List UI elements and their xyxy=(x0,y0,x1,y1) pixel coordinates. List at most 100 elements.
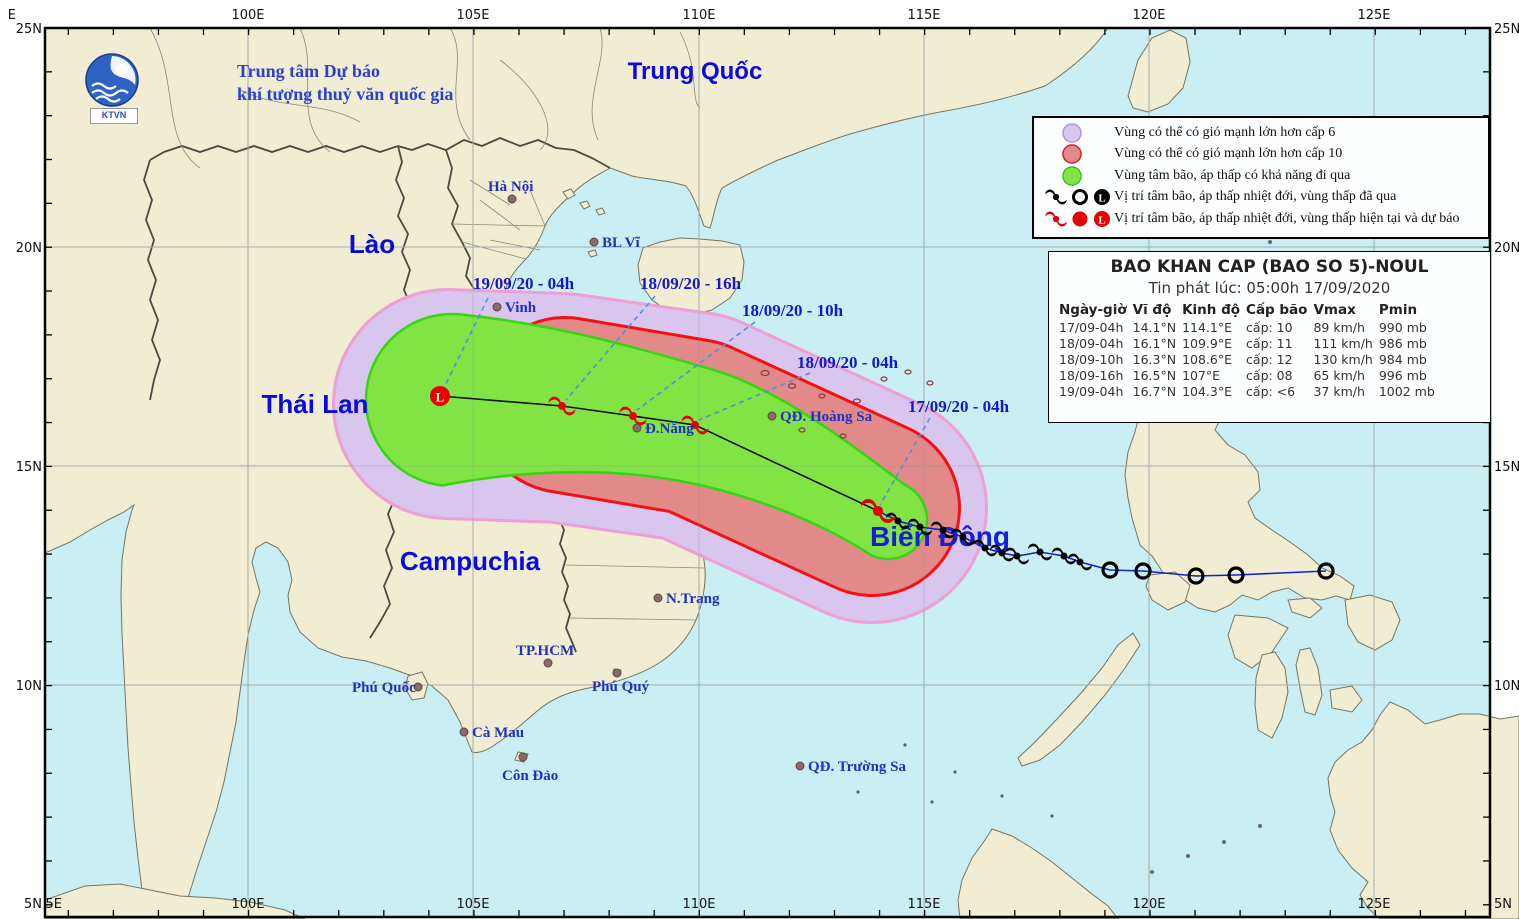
axis-label: 120E xyxy=(1132,897,1165,912)
cell: 104.3°E xyxy=(1182,384,1233,399)
agency-name: Trung tâm Dự báo khí tượng thuỷ văn quốc… xyxy=(237,60,453,106)
logo-emblem xyxy=(85,53,139,107)
waypoint-label: 17/09/20 - 04h xyxy=(908,397,1010,416)
cell: cấp: 10 xyxy=(1246,320,1293,335)
country-labels: Trung Quốc Lào Thái Lan Campuchia xyxy=(262,58,763,576)
axis-label: 5N xyxy=(1494,897,1512,912)
storm-center-cone xyxy=(364,312,929,561)
cell: 984 mb xyxy=(1378,352,1427,367)
table-row: 19/09-04h 16.7°N 104.3°E cấp: <6 37 km/h 1002… xyxy=(1059,384,1441,400)
cap6-area-icon xyxy=(1062,123,1082,143)
city-label-phuquy: Phú Quý xyxy=(592,679,650,695)
col-header: Ngày-giờ xyxy=(1059,302,1127,318)
cell: 109.9°E xyxy=(1182,336,1233,351)
cebu-island xyxy=(1295,647,1323,716)
luzon-island xyxy=(1124,384,1355,613)
coastal-islets xyxy=(562,188,606,258)
cap10-area-icon xyxy=(1062,144,1082,164)
table-row: 18/09-10h 16.3°N 108.6°E cấp: 12 130 km/h 984… xyxy=(1059,352,1441,368)
past-low-icon xyxy=(1072,189,1088,206)
city-label-condao: Côn Đảo xyxy=(502,768,558,784)
cell: 14.1°N xyxy=(1132,320,1177,335)
axis-labels: E 100E 105E 110E 115E 120E 125E 5E 100E … xyxy=(8,8,1519,912)
legend-label: Vùng có thể có gió mạnh lớn hơn cấp 6 xyxy=(1114,124,1336,140)
city-dots xyxy=(413,194,805,771)
axis-label: 15N xyxy=(16,460,42,475)
city-label-hanoi: Hà Nội xyxy=(488,179,533,195)
city-label-danang: Đ.Nẵng xyxy=(645,421,694,437)
axis-label: 5E xyxy=(46,897,63,912)
paracel-islets xyxy=(760,369,934,439)
past-low-icon xyxy=(1101,561,1119,579)
axis-label: 115E xyxy=(907,8,940,23)
axis-label: 15N xyxy=(1494,460,1519,475)
table-row: 18/09-04h 16.1°N 109.9°E cấp: 11 111 km/h 986… xyxy=(1059,336,1441,352)
cell: 111 km/h xyxy=(1313,336,1373,351)
axis-label: 10N xyxy=(1494,679,1519,694)
borneo-island xyxy=(957,828,1119,919)
axis-label: 100E xyxy=(231,8,264,23)
cell: 108.6°E xyxy=(1182,352,1233,367)
sumatra-island xyxy=(44,883,306,919)
province-borders xyxy=(149,27,706,621)
axis-label: 10N xyxy=(16,679,42,694)
axis-label: 115E xyxy=(907,897,940,912)
map-frame xyxy=(43,26,1492,919)
cell: 18/09-10h xyxy=(1059,352,1124,367)
axis-label: E xyxy=(8,8,16,23)
table-row: 18/09-16h 16.5°N 107°E cấp: 08 65 km/h 996 mb xyxy=(1059,368,1441,384)
axis-label: 110E xyxy=(682,897,715,912)
cell: cấp: 12 xyxy=(1246,352,1293,367)
city-label-camau: Cà Mau xyxy=(472,725,524,741)
table-row: 17/09-04h 14.1°N 114.1°E cấp: 10 89 km/h 990 … xyxy=(1059,320,1441,336)
cell: 18/09-16h xyxy=(1059,368,1124,383)
cell: 65 km/h xyxy=(1313,368,1365,383)
col-header: Vĩ độ xyxy=(1132,302,1172,318)
city-labels: Hà Nội BL Vĩ Vinh Đ.Nẵng N.Trang TP.HCM … xyxy=(352,179,907,784)
past-track-line xyxy=(877,510,1327,577)
cell: cấp: 08 xyxy=(1246,368,1293,383)
col-header: Kinh độ xyxy=(1182,302,1241,318)
col-header: Cấp bão xyxy=(1246,302,1308,318)
forecast-low-icon xyxy=(430,386,450,406)
past-low-icon xyxy=(1134,562,1152,580)
waypoint-connectors xyxy=(442,295,931,506)
legend-row-center: Vùng tâm bão, áp thấp có khả năng đi qua xyxy=(1042,165,1488,187)
city-label-hoangsa: QĐ. Hoàng Sa xyxy=(780,409,873,425)
cell: cấp: 11 xyxy=(1246,336,1293,351)
past-l-icon xyxy=(1094,189,1110,206)
waypoint-label: 18/09/20 - 04h xyxy=(797,353,899,372)
forecast-low-letter: L xyxy=(436,390,445,405)
axis-label: 110E xyxy=(682,8,715,23)
samar-island xyxy=(1344,594,1401,651)
waypoint-labels: 19/09/20 - 04h 18/09/20 - 16h 18/09/20 -… xyxy=(473,274,1010,416)
waypoint-label: 18/09/20 - 16h xyxy=(640,274,742,293)
cell: 990 mb xyxy=(1378,320,1427,335)
axis-label: 105E xyxy=(456,8,489,23)
city-label-hcm: TP.HCM xyxy=(516,643,574,659)
forecast-position-icon xyxy=(1072,211,1088,227)
agency-line2: khí tượng thuỷ văn quốc gia xyxy=(237,84,454,104)
forecast-typhoon-icon xyxy=(1045,211,1067,227)
country-label-thailand: Thái Lan xyxy=(262,389,369,419)
past-typhoon-icon xyxy=(1045,189,1067,205)
cell: 17/09-04h xyxy=(1059,320,1124,335)
bulletin-table: Ngày-giờ Vĩ độ Kinh độ Cấp bão Vmax Pmin… xyxy=(1059,302,1441,400)
cell: 996 mb xyxy=(1378,368,1427,383)
legend-row-forecast: L Vị trí tâm bão, áp thấp nhiệt đới, vùn… xyxy=(1042,208,1488,230)
legend-label: Vị trí tâm bão, áp thấp nhiệt đới, vùng … xyxy=(1114,210,1460,226)
country-label-laos: Lào xyxy=(349,229,395,259)
forecast-l-icon xyxy=(1094,210,1110,227)
city-label-truongsa: QĐ. Trường Sa xyxy=(808,759,907,775)
forecast-positions: L xyxy=(430,386,896,523)
legend-label: Vùng có thể có gió mạnh lớn hơn cấp 10 xyxy=(1114,146,1343,162)
country-label-cambodia: Campuchia xyxy=(400,546,541,576)
cell: 114.1°E xyxy=(1182,320,1233,335)
axis-label: 20N xyxy=(1494,241,1519,256)
cell: 986 mb xyxy=(1378,336,1427,351)
center-area-icon xyxy=(1062,166,1082,186)
city-label-vinh: Vinh xyxy=(505,300,537,316)
cell: 16.5°N xyxy=(1132,368,1177,383)
col-header: Pmin xyxy=(1378,302,1418,318)
city-label-blvi: BL Vĩ xyxy=(602,235,640,251)
